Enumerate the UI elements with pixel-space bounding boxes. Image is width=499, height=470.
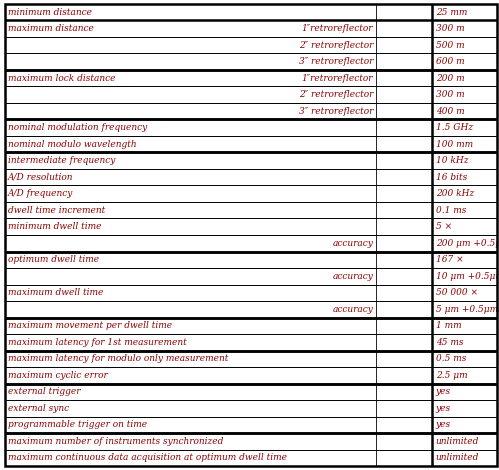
Text: 200 kHz: 200 kHz xyxy=(436,189,474,198)
Text: maximum cyclic error: maximum cyclic error xyxy=(8,371,108,380)
Text: 1.5 GHz: 1.5 GHz xyxy=(436,123,473,132)
Text: 100 mm: 100 mm xyxy=(436,140,473,149)
Text: unlimited: unlimited xyxy=(436,437,479,446)
Text: 45 ms: 45 ms xyxy=(436,338,463,347)
Text: 0.1 ms: 0.1 ms xyxy=(436,206,466,215)
Text: 16 bits: 16 bits xyxy=(436,172,467,182)
Text: minimum dwell time: minimum dwell time xyxy=(8,222,101,231)
Text: 200 m: 200 m xyxy=(436,74,464,83)
Text: 2″ retroreflector: 2″ retroreflector xyxy=(299,90,373,99)
Text: programmable trigger on time: programmable trigger on time xyxy=(8,421,147,430)
Text: 50 000 ×: 50 000 × xyxy=(436,288,478,298)
Text: nominal modulo wavelength: nominal modulo wavelength xyxy=(8,140,137,149)
Text: external trigger: external trigger xyxy=(8,387,80,396)
Text: external sync: external sync xyxy=(8,404,69,413)
Text: 5 μm +0.5μm/m: 5 μm +0.5μm/m xyxy=(436,305,499,314)
Text: 25 mm: 25 mm xyxy=(436,8,467,16)
Text: A/D frequency: A/D frequency xyxy=(8,189,73,198)
Text: intermediate frequency: intermediate frequency xyxy=(8,156,115,165)
Text: 300 m: 300 m xyxy=(436,24,464,33)
Text: 1 mm: 1 mm xyxy=(436,321,461,330)
Text: maximum distance: maximum distance xyxy=(8,24,94,33)
Text: unlimited: unlimited xyxy=(436,454,479,462)
Text: maximum lock distance: maximum lock distance xyxy=(8,74,115,83)
Text: 2″ retroreflector: 2″ retroreflector xyxy=(299,40,373,49)
Text: 300 m: 300 m xyxy=(436,90,464,99)
Text: 500 m: 500 m xyxy=(436,40,464,49)
Text: 0.5 ms: 0.5 ms xyxy=(436,354,466,363)
Text: 1″retroreflector: 1″retroreflector xyxy=(301,74,373,83)
Text: minimum distance: minimum distance xyxy=(8,8,92,16)
Text: yes: yes xyxy=(436,404,451,413)
Text: 10 kHz: 10 kHz xyxy=(436,156,468,165)
Text: optimum dwell time: optimum dwell time xyxy=(8,255,99,264)
Text: 3″ retroreflector: 3″ retroreflector xyxy=(299,107,373,116)
Text: 3″ retroreflector: 3″ retroreflector xyxy=(299,57,373,66)
Text: yes: yes xyxy=(436,421,451,430)
Text: yes: yes xyxy=(436,387,451,396)
Text: 200 μm +0.5μm/m: 200 μm +0.5μm/m xyxy=(436,239,499,248)
Text: 10 μm +0.5μm/m: 10 μm +0.5μm/m xyxy=(436,272,499,281)
Text: 1″retroreflector: 1″retroreflector xyxy=(301,24,373,33)
Text: 400 m: 400 m xyxy=(436,107,464,116)
Text: 2.5 μm: 2.5 μm xyxy=(436,371,467,380)
Text: 5 ×: 5 × xyxy=(436,222,452,231)
Text: maximum latency for 1st measurement: maximum latency for 1st measurement xyxy=(8,338,187,347)
Text: 600 m: 600 m xyxy=(436,57,464,66)
Text: maximum latency for modulo only measurement: maximum latency for modulo only measurem… xyxy=(8,354,229,363)
Text: 167 ×: 167 × xyxy=(436,255,463,264)
Text: A/D resolution: A/D resolution xyxy=(8,172,73,182)
Text: dwell time increment: dwell time increment xyxy=(8,206,105,215)
Text: accuracy: accuracy xyxy=(332,239,373,248)
Text: maximum movement per dwell time: maximum movement per dwell time xyxy=(8,321,172,330)
Text: maximum number of instruments synchronized: maximum number of instruments synchroniz… xyxy=(8,437,224,446)
Text: maximum continuous data acquisition at optimum dwell time: maximum continuous data acquisition at o… xyxy=(8,454,287,462)
Text: accuracy: accuracy xyxy=(332,272,373,281)
Text: maximum dwell time: maximum dwell time xyxy=(8,288,103,298)
Text: accuracy: accuracy xyxy=(332,305,373,314)
Text: nominal modulation frequency: nominal modulation frequency xyxy=(8,123,147,132)
